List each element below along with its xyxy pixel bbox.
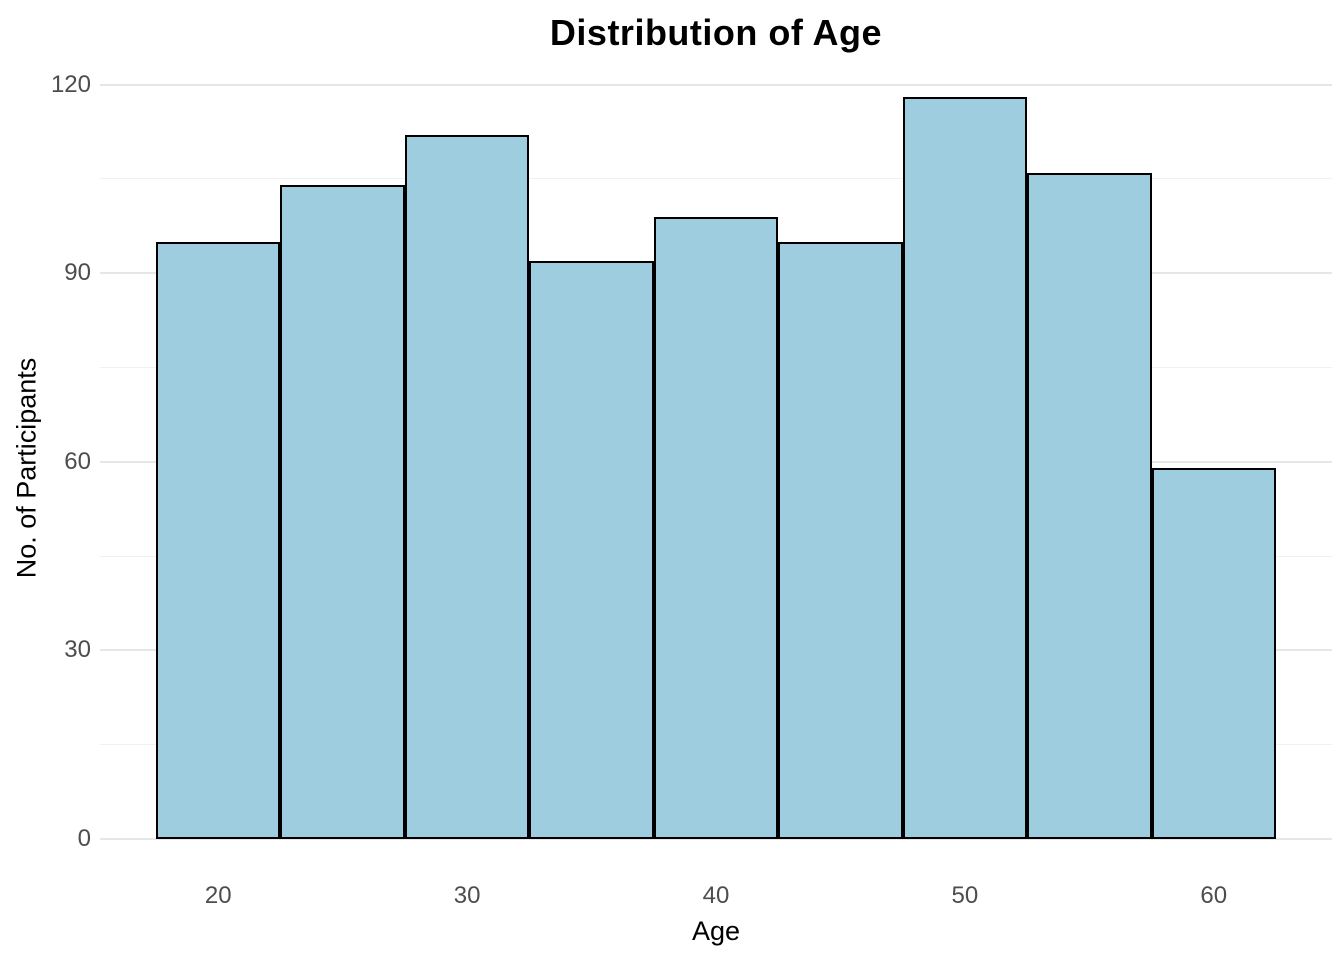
y-axis-tick-label: 30	[64, 636, 91, 664]
gridline-major	[100, 837, 1332, 840]
histogram-bar	[902, 97, 1028, 839]
y-axis-tick-label: 90	[64, 259, 91, 287]
x-axis-tick-label: 40	[702, 882, 730, 909]
histogram-bar	[653, 216, 779, 839]
chart-title: Distribution of Age	[549, 12, 883, 53]
y-axis-tick-label: 0	[77, 824, 91, 852]
x-axis-tick-label: 20	[204, 882, 232, 909]
histogram-bar	[156, 241, 281, 839]
histogram-bar	[280, 185, 405, 839]
x-axis-tick-label: 50	[951, 882, 979, 909]
x-axis-tick-label: 30	[453, 882, 481, 909]
gridline-major	[100, 83, 1332, 86]
x-axis-title: Age	[691, 916, 741, 946]
y-axis-tick-label: 120	[50, 70, 91, 98]
gridline-minor	[100, 178, 1332, 180]
plot-area	[100, 60, 1332, 876]
histogram-bar	[778, 241, 903, 839]
histogram-bar	[404, 134, 530, 839]
y-axis-tick-label: 60	[64, 447, 91, 475]
histogram-bar	[529, 260, 654, 839]
histogram-bar	[1151, 468, 1276, 839]
x-axis-tick-label: 60	[1200, 882, 1228, 909]
histogram-bar	[1027, 172, 1152, 839]
